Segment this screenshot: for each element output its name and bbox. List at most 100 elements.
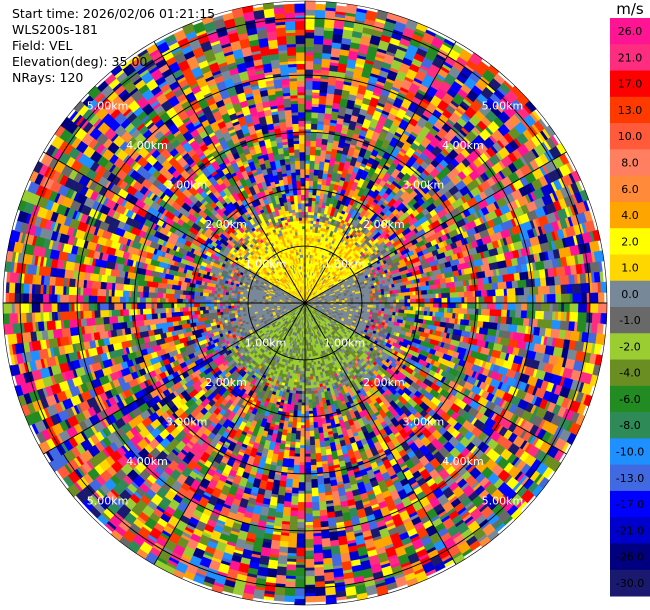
velocity-cell [501, 302, 505, 311]
velocity-cell [445, 277, 452, 284]
velocity-cell [418, 302, 425, 308]
velocity-cell [446, 307, 451, 314]
velocity-cell [393, 299, 397, 304]
velocity-cell [446, 292, 451, 299]
velocity-cell [304, 146, 311, 156]
velocity-cell [424, 298, 431, 304]
velocity-cell [507, 324, 518, 333]
velocity-cell [498, 267, 509, 276]
velocity-cell [372, 295, 377, 299]
velocity-cell [304, 89, 313, 96]
velocity-cell [309, 146, 317, 156]
velocity-cell [322, 44, 333, 54]
velocity-cell [392, 308, 397, 313]
velocity-cell [312, 194, 317, 199]
velocity-cell [387, 305, 391, 310]
velocity-cell [309, 160, 316, 170]
velocity-cell [404, 302, 411, 307]
velocity-cell [441, 302, 448, 309]
velocity-cell [595, 333, 606, 346]
velocity-cell [461, 302, 468, 309]
velocity-cell [321, 58, 331, 69]
velocity-cell [526, 310, 536, 320]
velocity-cell [440, 282, 447, 289]
velocity-cell [554, 275, 562, 286]
velocity-cell [495, 302, 502, 311]
velocity-cell [313, 174, 319, 182]
velocity-cell [392, 293, 397, 298]
velocity-cell [390, 296, 394, 301]
velocity-cell [308, 191, 314, 199]
velocity-cell [304, 168, 310, 176]
velocity-cell [410, 302, 420, 308]
velocity-cell [598, 292, 605, 304]
velocity-cell [304, 0, 316, 10]
velocity-cell [309, 171, 315, 182]
velocity-cell [438, 293, 442, 299]
velocity-cell [313, 169, 320, 176]
velocity-cell [537, 285, 548, 296]
velocity-cell [438, 302, 443, 309]
velocity-cell [500, 309, 508, 318]
velocity-cell [304, 60, 314, 67]
velocity-cell [438, 307, 445, 313]
velocity-cell [381, 297, 385, 301]
velocity-cell [384, 296, 388, 301]
velocity-cell [482, 276, 490, 285]
velocity-cell [590, 322, 598, 334]
velocity-cell [598, 302, 608, 314]
velocity-cell [449, 292, 460, 299]
velocity-cell [304, 217, 309, 221]
velocity-cell [569, 311, 579, 323]
velocity-cell [304, 80, 314, 90]
velocity-cell [304, 120, 312, 124]
velocity-cell [375, 305, 380, 309]
velocity-cell [574, 340, 585, 353]
velocity-cell [338, 54, 349, 65]
velocity-cell [515, 295, 519, 304]
velocity-cell [486, 302, 497, 310]
ppi-plot: 1.00km1.00km1.00km1.00km2.00km2.00km2.00… [2, 0, 608, 606]
velocity-cell [543, 311, 551, 321]
velocity-cell [519, 271, 530, 281]
velocity-cell [412, 291, 417, 296]
velocity-cell [600, 281, 608, 293]
velocity-cell [304, 32, 315, 39]
velocity-cell [559, 320, 570, 331]
velocity-cell [304, 52, 314, 56]
velocity-cell [549, 302, 554, 312]
velocity-cell [525, 278, 536, 288]
velocity-cell [572, 293, 582, 304]
velocity-cell [378, 305, 383, 309]
velocity-cell [516, 325, 527, 335]
velocity-cell [355, 298, 360, 302]
velocity-cell [449, 286, 456, 294]
velocity-cell [559, 275, 570, 286]
velocity-cell [504, 302, 508, 311]
velocity-cell [390, 302, 394, 307]
velocity-cell [502, 273, 513, 283]
velocity-cell [304, 66, 314, 70]
velocity-cell [488, 315, 496, 324]
velocity-cell [569, 293, 574, 304]
velocity-cell [568, 321, 576, 332]
velocity-cell [457, 313, 465, 320]
velocity-cell [304, 54, 314, 62]
velocity-cell [554, 284, 562, 295]
velocity-cell [596, 323, 604, 335]
velocity-cell [499, 323, 510, 332]
velocity-cell [452, 307, 460, 314]
velocity-cell [565, 255, 577, 267]
velocity-cell [304, 200, 309, 204]
velocity-cell [561, 293, 571, 304]
velocity-cell [326, 84, 336, 95]
velocity-cell [497, 281, 508, 290]
velocity-cell [476, 320, 484, 329]
velocity-cell [317, 112, 326, 122]
velocity-cell [440, 287, 451, 294]
velocity-cell [316, 132, 324, 139]
velocity-cell [304, 160, 311, 164]
velocity-cell [310, 131, 318, 142]
velocity-cell [313, 43, 324, 54]
velocity-cell [304, 205, 309, 213]
